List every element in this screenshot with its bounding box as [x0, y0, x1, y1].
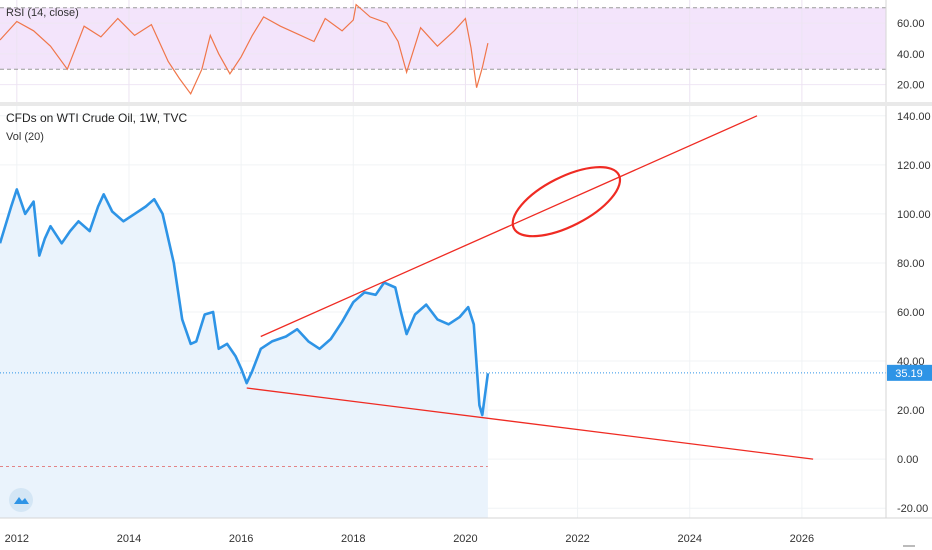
time-x-ticks: 2012 2014 2016 2018 2020 2022 2024 2026: [5, 533, 815, 545]
last-price-value: 35.19: [895, 368, 923, 380]
price-y-tick-label: 60.00: [897, 307, 925, 319]
price-y-ticks: -20.000.0020.0040.0060.0080.00100.00120.…: [897, 111, 931, 515]
price-y-tick-label: -20.00: [897, 503, 928, 515]
price-series-line: [0, 188, 490, 417]
target-ellipse-annotation: [511, 166, 622, 238]
rsi-y-tick-label: 20.00: [897, 80, 925, 92]
rsi-panel: 20.00 40.00 60.00 RSI (14, close): [0, 0, 925, 102]
price-y-tick-label: 80.00: [897, 258, 925, 270]
time-x-tick-label: 2024: [677, 533, 701, 545]
volume-legend: Vol (20): [6, 131, 44, 143]
settings-corner[interactable]: [887, 519, 932, 550]
rsi-series-line: [0, 3, 489, 95]
price-y-tick-label: 120.00: [897, 160, 931, 172]
rsi-y-ticks: 20.00 40.00 60.00: [897, 18, 925, 92]
time-x-tick-label: 2018: [341, 533, 365, 545]
chart-title: CFDs on WTI Crude Oil, 1W, TVC: [6, 111, 187, 125]
time-x-tick-label: 2014: [117, 533, 141, 545]
last-price-badge: 35.19: [887, 364, 932, 381]
price-y-tick-label: 0.00: [897, 454, 918, 466]
time-x-tick-label: 2022: [565, 533, 589, 545]
time-x-tick-label: 2020: [453, 533, 477, 545]
rsi-gridlines: [0, 0, 886, 102]
price-area-fill: [0, 189, 488, 518]
upper-trendline: [260, 115, 758, 338]
price-panel: -20.000.0020.0040.0060.0080.00100.00120.…: [0, 106, 932, 550]
price-y-tick-label: 100.00: [897, 209, 931, 221]
time-x-tick-label: 2012: [5, 533, 29, 545]
rsi-y-tick-label: 40.00: [897, 49, 925, 61]
tradingview-logo[interactable]: [9, 488, 33, 512]
logo-mountain-icon: [14, 497, 29, 504]
last-price-badge-bg: [887, 364, 932, 381]
lower-trendline: [246, 387, 814, 460]
panel-separator[interactable]: [0, 102, 932, 106]
time-x-tick-label: 2016: [229, 533, 253, 545]
time-x-tick-label: 2026: [790, 533, 814, 545]
price-y-tick-label: 20.00: [897, 405, 925, 417]
rsi-band: [0, 7, 886, 70]
price-y-tick-label: 140.00: [897, 111, 931, 123]
rsi-y-tick-label: 60.00: [897, 18, 925, 30]
rsi-legend: RSI (14, close): [6, 7, 79, 19]
